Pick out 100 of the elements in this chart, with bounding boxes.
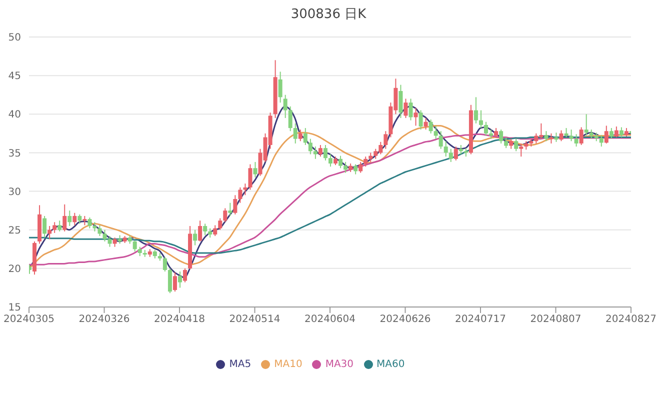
candlestick xyxy=(519,142,524,158)
y-tick-label: 50 xyxy=(8,32,21,44)
y-tick-label: 25 xyxy=(8,225,21,236)
legend-label: MA30 xyxy=(325,359,354,370)
candlestick xyxy=(233,194,238,215)
candlestick xyxy=(424,118,428,130)
candlestick xyxy=(98,224,102,237)
x-tick-label: 20240604 xyxy=(304,314,356,326)
x-tick-label: 20240807 xyxy=(530,314,582,326)
candlestick xyxy=(218,218,222,230)
candlestick xyxy=(448,148,453,162)
y-tick-label: 45 xyxy=(8,71,21,82)
candlestick xyxy=(112,237,117,248)
candlestick xyxy=(183,268,188,283)
candlestick xyxy=(88,217,92,229)
x-tick-label: 20240827 xyxy=(606,314,656,326)
candlestick xyxy=(454,146,458,161)
candlestick xyxy=(318,144,322,158)
candlestick xyxy=(514,138,518,152)
candlestick xyxy=(132,240,137,252)
candlestick xyxy=(368,152,373,162)
candlestick xyxy=(138,246,142,257)
candlestick xyxy=(428,119,433,134)
candlestick xyxy=(303,128,308,146)
candlestick xyxy=(198,220,202,242)
candlestick xyxy=(408,98,413,121)
candlestick xyxy=(499,129,504,144)
candlestick xyxy=(569,129,574,142)
legend-label: MA10 xyxy=(274,359,302,370)
chart-title: 300836 日K xyxy=(290,6,368,23)
candlestick xyxy=(288,106,292,132)
x-tick-label: 20240326 xyxy=(78,314,130,326)
candlestick xyxy=(619,126,624,138)
candlestick xyxy=(494,128,498,139)
legend-label: MA60 xyxy=(376,359,405,370)
candlestick xyxy=(609,128,614,140)
candlestick xyxy=(574,134,578,148)
candlestick xyxy=(614,126,618,138)
x-tick-label: 20240717 xyxy=(455,314,506,326)
candlestick xyxy=(248,164,252,190)
candlestick xyxy=(354,164,358,175)
candlestick xyxy=(58,220,62,232)
candlestick xyxy=(283,94,288,118)
candlestick xyxy=(444,140,448,158)
x-tick-label: 20240305 xyxy=(4,314,54,326)
candlestick xyxy=(398,84,403,118)
candlestick xyxy=(328,154,332,168)
candlestick xyxy=(579,126,584,146)
candlestick xyxy=(484,121,488,136)
candlestick xyxy=(544,130,548,142)
candlestick xyxy=(478,110,483,129)
candlestick xyxy=(193,229,198,246)
candlestick xyxy=(338,155,343,169)
candlestick xyxy=(82,215,87,226)
legend-label: MA5 xyxy=(229,359,252,370)
y-tick-label: 40 xyxy=(8,110,21,121)
candlestick xyxy=(584,114,588,136)
candlestick xyxy=(62,204,67,232)
candlestick xyxy=(68,210,72,226)
candlestick xyxy=(358,161,363,174)
candlestick xyxy=(438,130,443,150)
candlestick xyxy=(384,130,388,150)
candlestick xyxy=(208,228,212,238)
candlestick xyxy=(92,222,97,232)
candlestick xyxy=(228,202,232,216)
candlestick xyxy=(172,272,177,292)
candlestick xyxy=(238,186,242,204)
candlestick xyxy=(418,110,423,130)
candlestick xyxy=(559,130,564,142)
candlestick xyxy=(549,132,554,144)
y-tick-label: 15 xyxy=(8,302,21,314)
y-tick-label: 35 xyxy=(8,148,21,160)
candlestick xyxy=(599,134,604,148)
candlestick xyxy=(364,156,368,168)
candlestick xyxy=(42,215,47,238)
x-tick-label: 20240626 xyxy=(380,314,431,326)
candlestick xyxy=(308,138,312,155)
candlestick xyxy=(313,146,318,160)
candlestick xyxy=(162,256,167,272)
candlestick xyxy=(278,71,282,104)
candlestick xyxy=(604,125,608,144)
candlestick xyxy=(293,122,298,144)
candlestick xyxy=(203,223,208,236)
candlestick xyxy=(298,129,302,142)
x-tick-label: 20240418 xyxy=(154,314,205,326)
x-tick-label: 20240514 xyxy=(229,314,280,326)
candlestick xyxy=(168,268,172,294)
candlestick xyxy=(223,208,228,223)
candlestick xyxy=(78,214,82,224)
candlestick xyxy=(434,125,438,140)
candlestick xyxy=(323,144,328,161)
candlestick xyxy=(474,96,478,124)
candlestick xyxy=(253,161,258,178)
candlestick xyxy=(52,222,57,234)
y-tick-label: 20 xyxy=(8,264,21,275)
candlestick xyxy=(414,107,418,126)
y-tick-label: 30 xyxy=(8,186,21,198)
candlestick xyxy=(589,129,594,140)
candlestick xyxy=(48,226,52,240)
candlestick xyxy=(404,98,408,118)
